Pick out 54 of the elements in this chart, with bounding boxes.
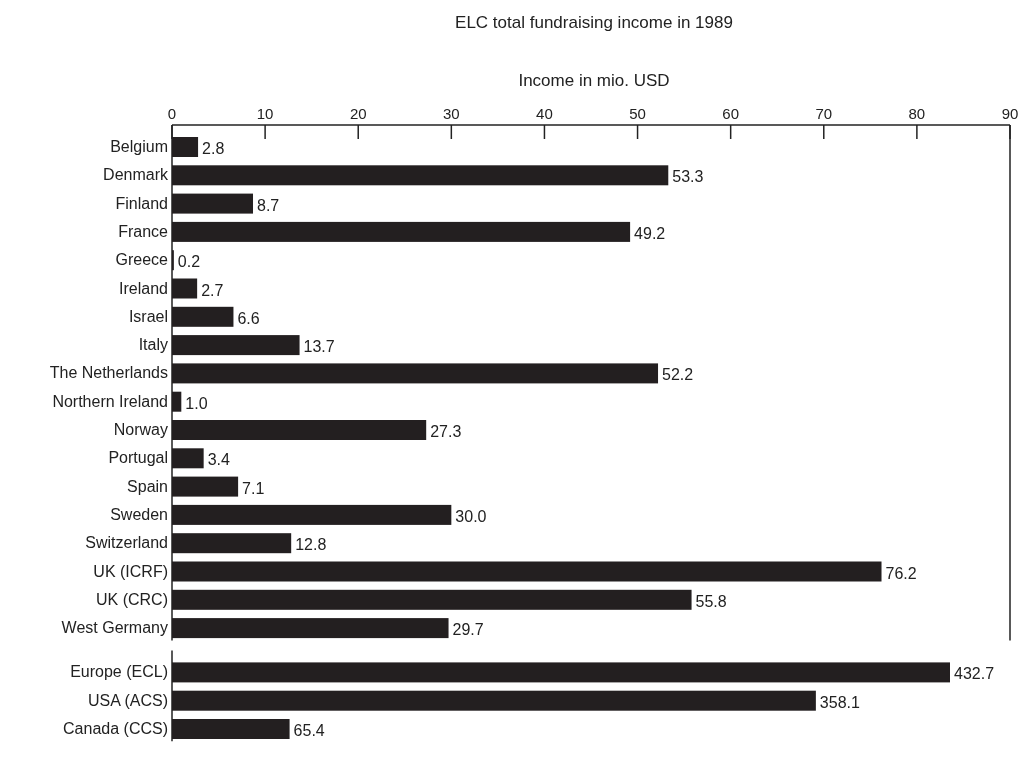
data-label: 30.0: [455, 507, 487, 525]
data-label: 8.7: [257, 196, 280, 214]
data-label: 3.4: [207, 451, 230, 469]
y-tick-label: Ireland: [119, 279, 168, 297]
y-tick-label: Northern Ireland: [52, 392, 168, 410]
x-tick-label: 60: [722, 105, 740, 122]
chart-title: ELC total fundraising income in 1989: [455, 13, 733, 32]
data-label: 49.2: [634, 224, 666, 242]
y-tick-label: Denmark: [103, 166, 169, 184]
x-tick-label: 20: [349, 105, 367, 122]
x-tick-label: 30: [442, 105, 460, 122]
data-label: 2.8: [202, 140, 225, 157]
y-tick-label: France: [118, 222, 169, 240]
y-tick-label: Finland: [115, 194, 168, 212]
x-tick-label: 70: [815, 105, 833, 122]
y-tick-label: Spain: [127, 477, 168, 495]
data-label: 432.7: [954, 665, 995, 683]
data-label: 29.7: [452, 621, 484, 639]
x-tick-label: 50: [629, 105, 646, 122]
y-tick-label: Portugal: [108, 449, 168, 467]
x-tick-label: 0: [167, 105, 177, 122]
data-label: 358.1: [819, 693, 861, 711]
y-tick-label: Belgium: [110, 138, 168, 155]
data-label: 0.2: [177, 253, 201, 271]
data-label: 55.8: [695, 592, 727, 610]
y-tick-label: Switzerland: [85, 534, 168, 552]
y-tick-label: Italy: [138, 336, 168, 354]
data-label: 27.3: [430, 423, 462, 440]
y-tick-label: UK (CRC): [96, 590, 168, 608]
y-tick-label: Sweden: [110, 505, 168, 523]
y-tick-label: Greece: [115, 251, 169, 269]
y-tick-label: UK (ICRF): [93, 562, 168, 580]
data-label: 7.1: [242, 479, 265, 497]
y-tick-label: West Germany: [61, 619, 168, 637]
data-label: 2.7: [201, 281, 224, 299]
data-label: 13.7: [303, 338, 335, 356]
y-tick-label: Europe (ECL): [70, 663, 168, 681]
x-tick-label: 80: [908, 105, 926, 122]
data-label: 1.0: [185, 394, 208, 412]
y-tick-label: Norway: [113, 421, 168, 438]
data-label: 65.4: [293, 722, 325, 739]
data-label: 6.6: [237, 309, 260, 327]
x-axis-title: Income in mio. USD: [518, 71, 670, 90]
y-tick-label: The Netherlands: [49, 364, 168, 382]
data-label: 52.2: [662, 366, 694, 384]
x-tick-label: 90: [1001, 105, 1019, 122]
x-tick-label: 10: [256, 105, 274, 122]
data-label: 53.3: [672, 168, 704, 186]
y-tick-label: USA (ACS): [87, 691, 168, 709]
y-tick-label: Canada (CCS): [63, 720, 168, 737]
y-tick-label: Israel: [128, 307, 168, 325]
data-label: 76.2: [885, 564, 917, 582]
x-tick-label: 40: [536, 105, 553, 122]
data-label: 12.8: [295, 536, 327, 554]
